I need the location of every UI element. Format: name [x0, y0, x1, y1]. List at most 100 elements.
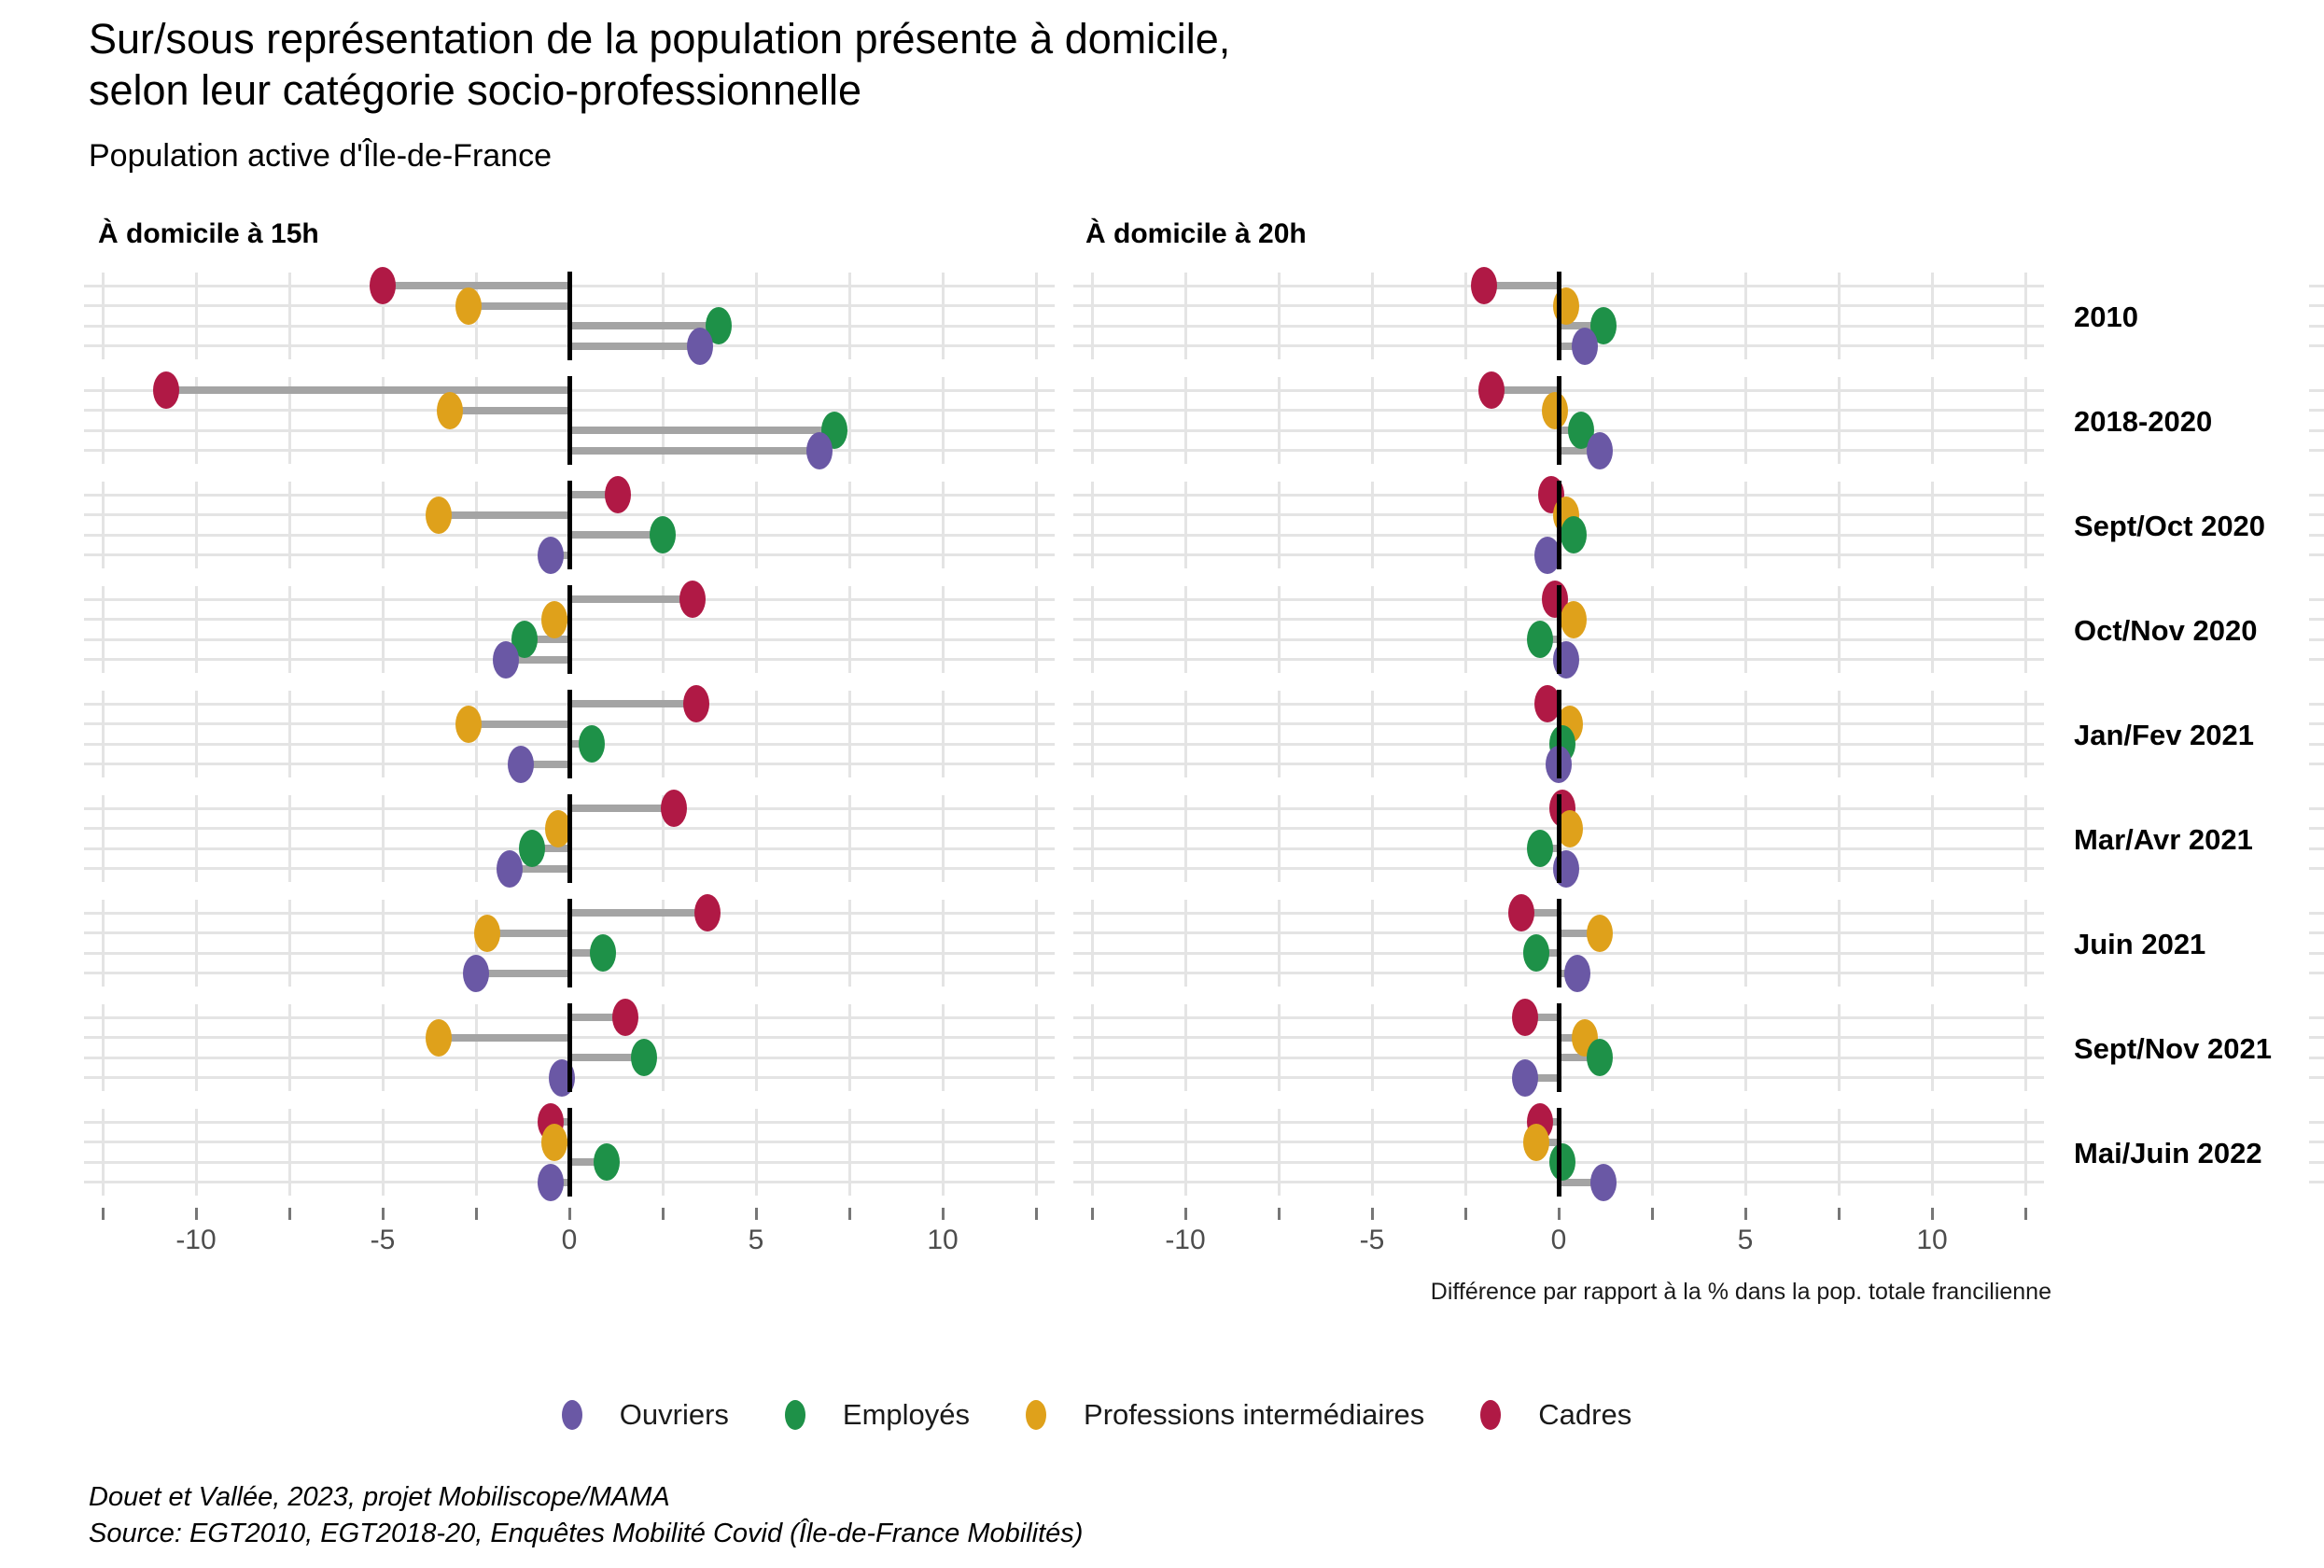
stem-professions-intermediaires — [487, 929, 569, 937]
zero-reference-line — [1556, 585, 1561, 674]
zero-reference-line — [1556, 899, 1561, 987]
gridline-vertical — [1650, 482, 1654, 568]
year-block-mar-avr-2021 — [1073, 790, 2044, 894]
x-axis-tick — [2023, 1208, 2027, 1220]
gridline-vertical — [1090, 482, 1094, 568]
grid-stub — [2309, 1056, 2324, 1059]
stem-professions-intermediaires — [439, 1033, 569, 1042]
grid-stub — [2309, 388, 2324, 392]
chart-panel-20h: -10 -5 0 5 10 — [1073, 267, 2044, 1266]
gridline-vertical — [1837, 482, 1841, 568]
gridline-vertical — [1930, 482, 1934, 568]
dot-professions-intermediaires-2010-a-domicile-a-15h — [455, 287, 482, 325]
gridline-vertical — [1277, 691, 1281, 777]
zero-reference-line — [567, 899, 572, 987]
dot-professions-intermediaires-mai-juin-2022-a-domicile-a-20h — [1523, 1123, 1549, 1161]
grid-stub — [2309, 1076, 2324, 1079]
gridline-vertical — [1034, 377, 1038, 464]
x-axis-tick — [1463, 1208, 1467, 1220]
legend-dot-employes — [784, 1400, 805, 1430]
gridline-vertical — [1090, 1109, 1094, 1196]
gridline-vertical — [754, 691, 758, 777]
grid-stub — [2309, 597, 2324, 601]
year-block-sept-nov-2021 — [84, 999, 1055, 1103]
gridline-vertical — [1277, 377, 1281, 464]
x-axis-tick — [941, 1208, 945, 1220]
dot-professions-intermediaires-oct-nov-2020-a-domicile-a-15h — [541, 600, 567, 638]
gridline-vertical — [1930, 377, 1934, 464]
dot-professions-intermediaires-sept-nov-2021-a-domicile-a-15h — [426, 1018, 452, 1057]
gridline-vertical — [1277, 1109, 1281, 1196]
gridline-vertical — [381, 273, 385, 359]
zero-reference-line — [1556, 272, 1561, 360]
gridline-vertical — [1743, 482, 1747, 568]
gridline-vertical — [1090, 691, 1094, 777]
gridline-vertical — [847, 273, 851, 359]
x-axis-tick — [1650, 1208, 1654, 1220]
gridline-vertical — [474, 1109, 478, 1196]
zero-reference-line — [567, 794, 572, 883]
panel-title-20h: À domicile à 20h — [1085, 218, 1307, 249]
gridline-vertical — [474, 586, 478, 673]
gridline-vertical — [1463, 482, 1467, 568]
gridline-vertical — [1034, 586, 1038, 673]
x-axis-tick — [1557, 1208, 1561, 1220]
dot-ouvriers-mar-avr-2021-a-domicile-a-15h — [497, 849, 523, 888]
grid-stub — [2309, 1181, 2324, 1183]
gridline-vertical — [1930, 273, 1934, 359]
dot-cadres-sept-oct-2020-a-domicile-a-15h — [605, 476, 631, 513]
gridline-vertical — [1743, 377, 1747, 464]
zero-reference-line — [567, 1108, 572, 1197]
gridline-vertical — [1034, 273, 1038, 359]
dot-employes-mar-avr-2021-a-domicile-a-15h — [519, 830, 545, 867]
gridline-vertical — [1463, 691, 1467, 777]
x-axis-tick — [1837, 1208, 1841, 1220]
grid-stub — [2309, 344, 2324, 347]
zero-reference-line — [1556, 794, 1561, 883]
dot-ouvriers-2018-2020-a-domicile-a-20h — [1587, 431, 1613, 469]
legend-label: Employés — [842, 1398, 971, 1431]
gridline-vertical — [1743, 795, 1747, 882]
year-block-oct-nov-2020 — [1073, 581, 2044, 685]
gridline-vertical — [194, 482, 198, 568]
gridline-vertical — [194, 691, 198, 777]
stem-cadres — [1491, 386, 1559, 394]
gridline-vertical — [941, 1004, 945, 1091]
gridline-vertical — [847, 586, 851, 673]
grid-stub — [2309, 428, 2324, 432]
gridline-vertical — [2023, 900, 2027, 987]
row-label-2010: 2010 — [2074, 301, 2138, 333]
stem-ouvriers — [1559, 446, 1600, 455]
gridline-vertical — [1034, 795, 1038, 882]
gridline-vertical — [754, 795, 758, 882]
dot-professions-intermediaires-2018-2020-a-domicile-a-20h — [1542, 391, 1568, 429]
stem-employes — [569, 1054, 644, 1061]
grid-stub — [2309, 951, 2324, 955]
gridline-vertical — [1090, 900, 1094, 987]
gridline-vertical — [941, 273, 945, 359]
gridline-vertical — [754, 900, 758, 987]
gridline-vertical — [941, 900, 945, 987]
year-block-jan-fev-2021 — [1073, 685, 2044, 790]
year-block-sept-nov-2021 — [1073, 999, 2044, 1103]
gridline-vertical — [1183, 1109, 1187, 1196]
stem-cadres — [569, 491, 618, 498]
row-label-mar-avr-2021: Mar/Avr 2021 — [2074, 823, 2253, 856]
gridline-vertical — [1370, 1109, 1374, 1196]
dot-employes-juin-2021-a-domicile-a-15h — [590, 934, 616, 972]
gridline-vertical — [1370, 586, 1374, 673]
dot-employes-sept-oct-2020-a-domicile-a-20h — [1561, 516, 1587, 553]
year-block-2010 — [1073, 267, 2044, 371]
x-axis-tick-label: -5 — [370, 1225, 396, 1255]
x-axis-tick-label: 0 — [1550, 1225, 1567, 1255]
gridline-vertical — [1930, 900, 1934, 987]
gridline-vertical — [754, 586, 758, 673]
gridline-vertical — [1090, 1004, 1094, 1091]
gridline-vertical — [194, 273, 198, 359]
stem-professions-intermediaires — [1559, 929, 1600, 937]
footer-source: Source: EGT2010, EGT2018-20, Enquêtes Mo… — [89, 1519, 1084, 1548]
gridline-vertical — [754, 1004, 758, 1091]
gridline-vertical — [2023, 273, 2027, 359]
dot-cadres-2010-a-domicile-a-20h — [1471, 267, 1497, 304]
gridline-vertical — [1034, 1004, 1038, 1091]
